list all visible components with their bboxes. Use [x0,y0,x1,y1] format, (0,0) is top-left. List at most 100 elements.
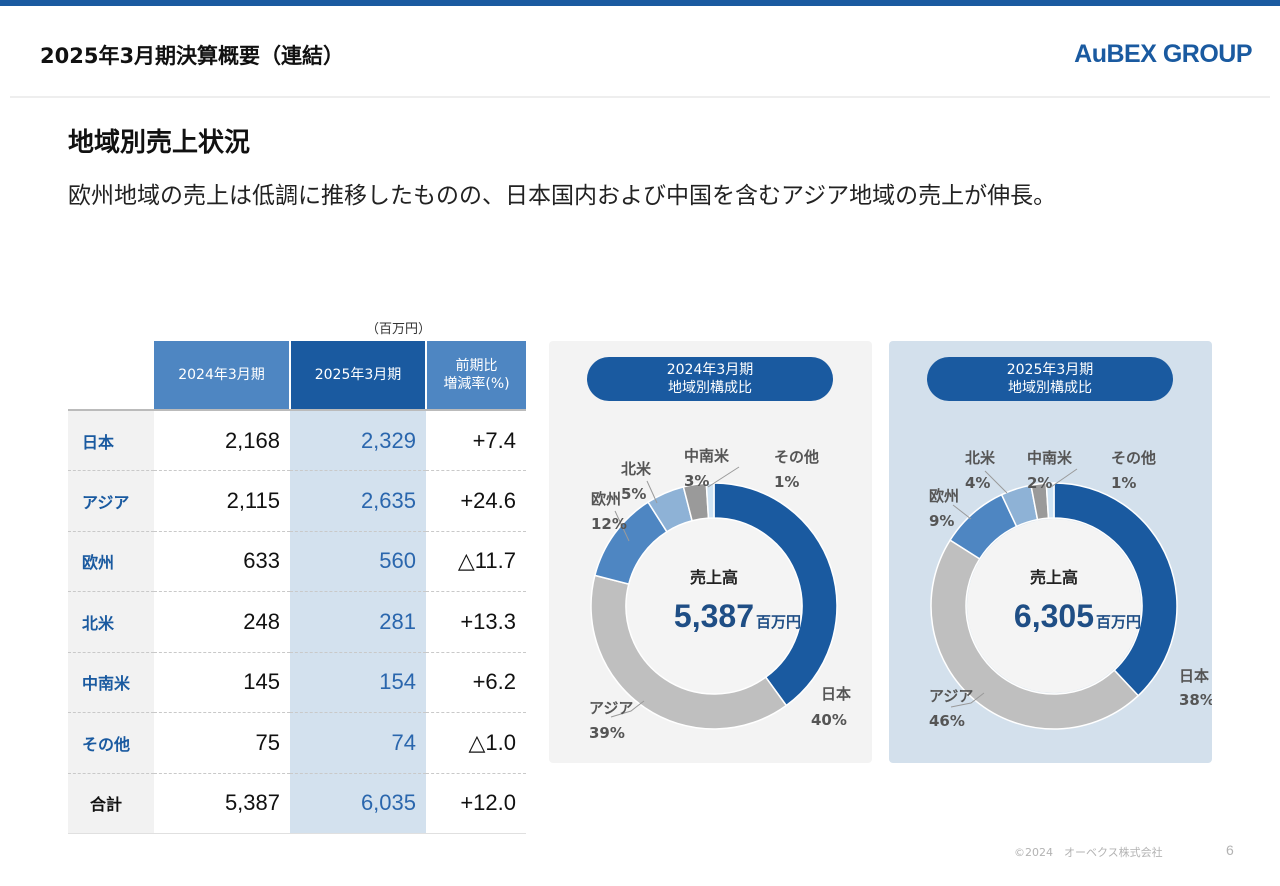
row-region: アジア [68,470,154,532]
donut-slice [930,539,1140,730]
regional-sales-table: 2024年3月期 2025年3月期 前期比 増減率(%) 日本 2,168 2,… [68,341,526,834]
chart-title-line1: 2025年3月期 [1006,362,1094,378]
slice-name-label: 日本 [1179,667,1209,685]
total-label: 合計 [68,773,154,834]
leader-line [614,510,630,542]
donut-slice [1053,482,1178,697]
row-region: 北米 [68,591,154,653]
donut-slice [713,482,838,707]
row-fy2024: 633 [154,531,290,592]
row-region: その他 [68,712,154,774]
slice-percent-label: 5% [621,485,646,503]
center-label: 売上高 [690,568,738,587]
table-row: 欧州 633 560 △11.7 [68,531,526,592]
chart-title-pill: 2025年3月期 地域別構成比 [927,357,1173,401]
slice-name-label: 中南米 [1027,449,1073,467]
slice-percent-label: 3% [684,472,709,490]
leader-line [950,692,985,708]
page-number: 6 [1226,842,1234,858]
slice-percent-label: 9% [929,512,954,530]
donut-slice [1045,482,1055,519]
slice-name-label: 欧州 [591,490,621,508]
row-yoy: +13.3 [426,591,526,653]
donut-center [627,519,801,693]
chart-panel-fy2024: 2024年3月期 地域別構成比 日本 40% アジア 39% 欧州 12% 北米 5% 中南米 3… [549,341,872,763]
table-row: 北米 248 281 +13.3 [68,591,526,653]
chart-panel-fy2025: 2025年3月期 地域別構成比 日本 38% アジア 46% 欧州 9% 北米 4% 中南米 2%… [889,341,1212,763]
company-logo: AuBEX GROUP [1074,40,1252,68]
slice-percent-label: 46% [929,712,965,730]
slice-percent-label: 40% [811,711,847,729]
slice-percent-label: 38% [1179,691,1212,709]
chart-title-line2: 地域別構成比 [1008,380,1092,396]
table-row: 日本 2,168 2,329 +7.4 [68,410,526,471]
footer-copyright: ©2024 オーベクス株式会社 [1014,846,1163,859]
header-divider [10,96,1270,98]
donut-chart-fy2025: 日本 38% アジア 46% 欧州 9% 北米 4% 中南米 2% その他 1% 売上高 6,305 百万円 [929,449,1212,730]
row-region: 欧州 [68,531,154,592]
row-fy2025: 2,635 [290,470,426,532]
row-yoy: +24.6 [426,470,526,532]
row-fy2025: 281 [290,591,426,653]
center-unit: 百万円 [1096,613,1141,631]
leader-line [707,466,740,488]
header-yoy-line2: 増減率(%) [443,376,510,392]
chart-title-line1: 2024年3月期 [666,362,754,378]
leader-line [610,700,645,718]
slice-percent-label: 4% [965,474,990,492]
leader-line [952,504,972,520]
row-region: 中南米 [68,652,154,713]
leader-line [1050,468,1078,488]
center-value: 5,387 [674,598,754,634]
page-header-title: 2025年3月期決算概要（連結） [40,44,345,68]
table-row: その他 75 74 △1.0 [68,712,526,774]
chart-title-pill: 2024年3月期 地域別構成比 [587,357,833,401]
slice-percent-label: 39% [589,724,625,742]
total-fy2024: 5,387 [154,773,290,834]
lead-text: 欧州地域の売上は低調に推移したものの、日本国内および中国を含むアジア地域の売上が… [68,183,1057,209]
table-header-row: 2024年3月期 2025年3月期 前期比 増減率(%) [68,341,526,411]
slice-percent-label: 1% [774,473,799,491]
center-unit: 百万円 [756,613,801,631]
slice-name-label: その他 [1111,449,1156,467]
slice-percent-label: 12% [591,515,627,533]
slice-name-label: その他 [774,448,819,466]
slice-name-label: アジア [929,687,973,705]
header-fy2025: 2025年3月期 [289,341,426,411]
center-value: 6,305 [1014,598,1094,634]
donut-chart-fy2024: 日本 40% アジア 39% 欧州 12% 北米 5% 中南米 3% その他 1% 売上高 5,387 百万… [589,447,851,742]
row-yoy: △1.0 [426,712,526,774]
slice-percent-label: 2% [1027,474,1052,492]
top-accent-bar [0,0,1280,6]
row-fy2024: 75 [154,712,290,774]
row-fy2024: 248 [154,591,290,653]
leader-line [984,470,1008,494]
section-title: 地域別売上状況 [68,128,251,158]
donut-center [967,519,1141,693]
slice-name-label: 北米 [965,449,996,467]
slice-name-label: 北米 [621,460,652,478]
row-fy2024: 145 [154,652,290,713]
row-fy2025: 154 [290,652,426,713]
header-yoy-line1: 前期比 [455,358,498,374]
total-yoy: +12.0 [426,773,526,834]
center-label: 売上高 [1030,568,1078,587]
row-fy2024: 2,115 [154,470,290,532]
row-yoy: +7.4 [426,410,526,471]
leader-line [646,480,658,504]
header-fy2024: 2024年3月期 [154,341,290,411]
row-yoy: △11.7 [426,531,526,592]
donut-slice [590,574,788,730]
unit-note: （百万円） [366,322,432,337]
row-fy2025: 560 [290,531,426,592]
table-total-row: 合計 5,387 6,035 +12.0 [68,773,526,834]
row-fy2024: 2,168 [154,410,290,471]
slice-name-label: 日本 [821,685,851,703]
header-yoy: 前期比 増減率(%) [425,341,526,411]
total-fy2025: 6,035 [290,773,426,834]
table-row: 中南米 145 154 +6.2 [68,652,526,713]
header-blank-cell [68,341,154,411]
row-yoy: +6.2 [426,652,526,713]
slice-name-label: アジア [589,699,633,717]
slice-name-label: 中南米 [684,447,730,465]
